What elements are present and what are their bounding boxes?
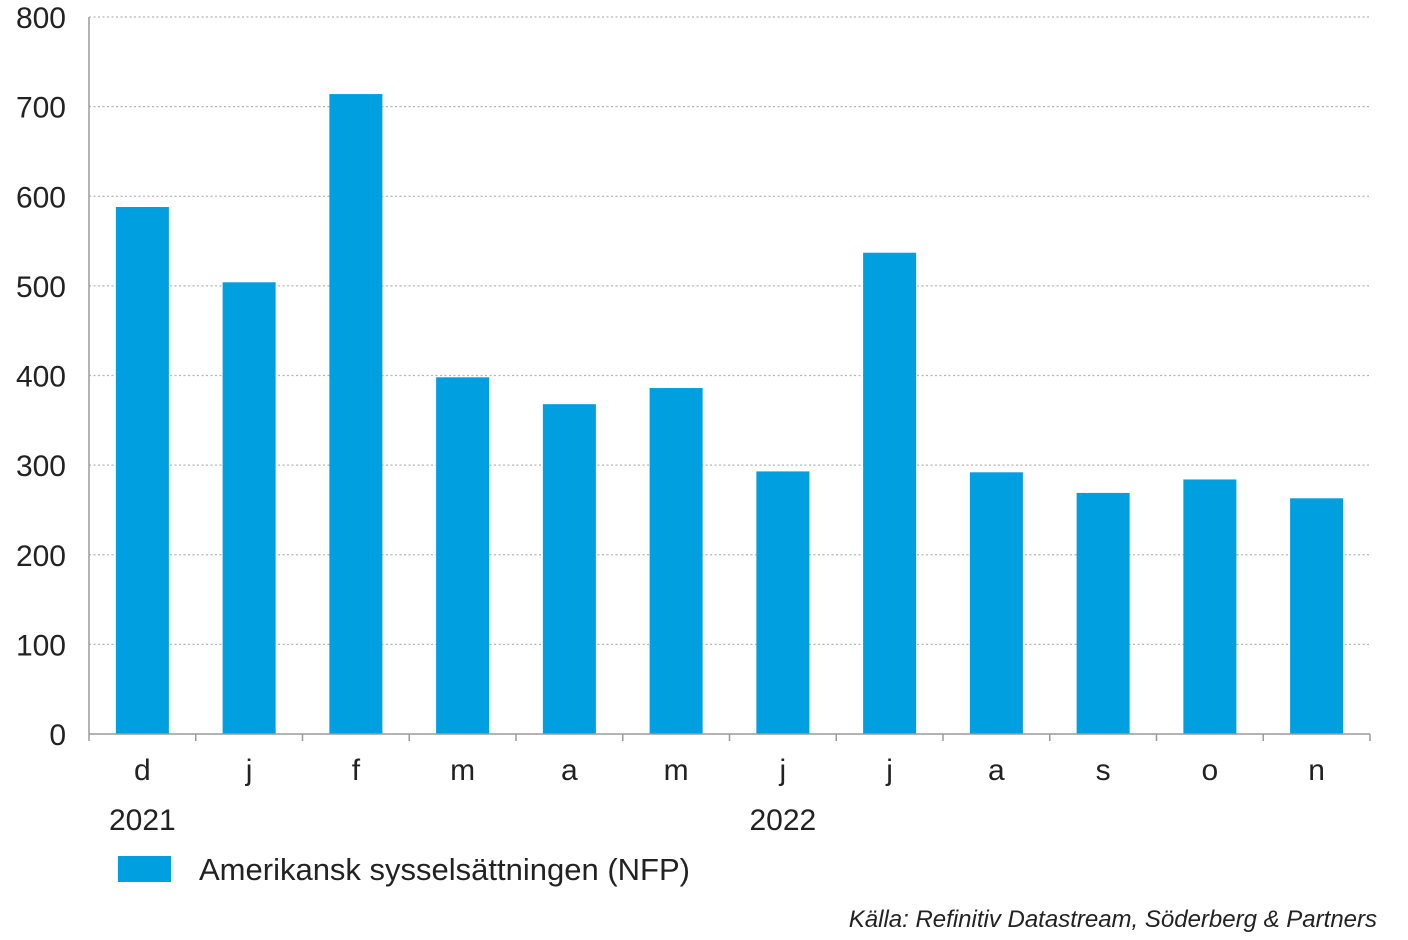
bar-11-n [1290, 498, 1344, 734]
y-tick-label-700: 700 [16, 92, 66, 125]
bar-0-d [115, 207, 169, 734]
axes [88, 17, 1371, 741]
y-tick-label-0: 0 [49, 719, 66, 752]
y-tick-label-100: 100 [16, 629, 66, 662]
bar-3-m [436, 377, 490, 734]
legend: Amerikansk sysselsättningen (NFP) [118, 852, 690, 887]
y-tick-labels: 0 100 200 300 400 500 600 700 800 [16, 2, 66, 752]
year-label-2022: 2022 [750, 804, 817, 837]
y-tick-label-400: 400 [16, 361, 66, 394]
bar-8-a [969, 472, 1023, 734]
x-tick-label-5: m [664, 754, 689, 787]
x-tick-label-2: f [352, 754, 361, 787]
bar-10-o [1183, 479, 1237, 734]
x-tick-label-8: a [988, 754, 1005, 787]
year-labels: 2021 2022 [109, 804, 816, 837]
x-tick-label-11: n [1308, 754, 1325, 787]
bar-6-j [756, 471, 810, 734]
y-tick-label-600: 600 [16, 181, 66, 214]
bar-5-m [649, 388, 703, 734]
legend-swatch [118, 856, 171, 882]
x-tick-label-9: s [1096, 754, 1111, 787]
bar-4-a [542, 404, 596, 734]
grid-lines [89, 16, 1370, 645]
y-tick-label-800: 800 [16, 2, 66, 35]
x-tick-label-1: j [245, 754, 253, 787]
source-note: Källa: Refinitiv Datastream, Söderberg &… [849, 906, 1377, 933]
y-tick-label-200: 200 [16, 540, 66, 573]
bar-9-s [1076, 492, 1130, 734]
x-tick-label-7: j [885, 754, 893, 787]
bar-2-f [329, 94, 383, 734]
x-tick-label-4: a [561, 754, 578, 787]
y-tick-label-300: 300 [16, 450, 66, 483]
bars [115, 94, 1344, 734]
legend-label: Amerikansk sysselsättningen (NFP) [199, 852, 690, 887]
bar-7-j [863, 252, 917, 734]
x-tick-label-10: o [1202, 754, 1219, 787]
bar-1-j [222, 282, 276, 734]
year-label-2021: 2021 [109, 804, 176, 837]
x-tick-label-6: j [779, 754, 787, 787]
x-tick-label-3: m [450, 754, 475, 787]
y-tick-label-500: 500 [16, 271, 66, 304]
x-tick-label-0: d [134, 754, 151, 787]
